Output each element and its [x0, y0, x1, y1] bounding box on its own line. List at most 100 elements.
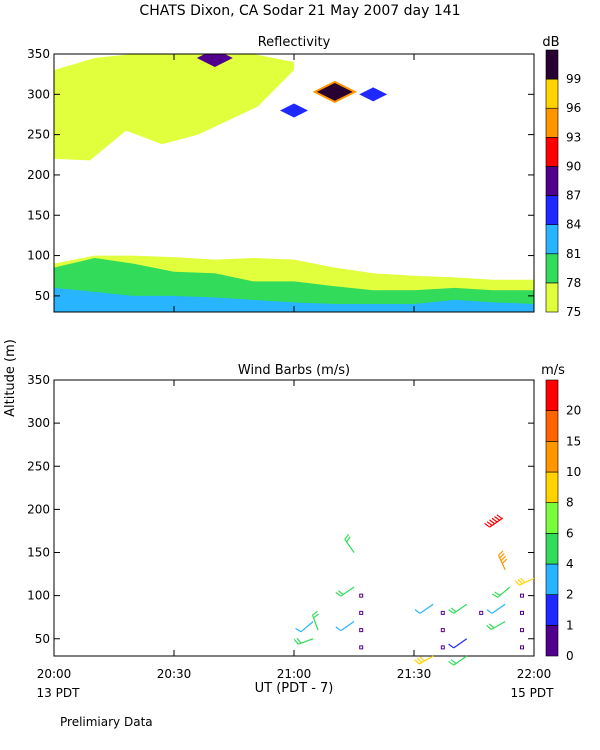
wind-barb-flag [416, 657, 423, 663]
wind-barb [448, 603, 468, 614]
y-axis-label: Altitude (m) [3, 339, 18, 417]
wind-barb-flag [489, 519, 495, 525]
wind-colorbar-swatch [545, 502, 559, 534]
reflectivity-colorbar-tick: 84 [566, 218, 581, 232]
wind-barb-calm [520, 593, 524, 598]
wind-y-tick-label: 250 [27, 459, 50, 473]
reflectivity-colorbar-swatch [545, 282, 559, 313]
reflectivity-layers [54, 54, 534, 312]
wind-barb-shaft [453, 638, 468, 649]
x-start-note: 13 PDT [37, 686, 81, 700]
wind-colorbar-tick: 0 [566, 649, 574, 663]
wind-barb-shaft [491, 603, 506, 614]
reflectivity-colorbar-tick: 78 [566, 276, 581, 290]
reflectivity-core-84-dB [359, 87, 388, 102]
wind-barb-calm [359, 645, 364, 650]
wind-barb-calm [520, 645, 524, 650]
wind-colorbar-swatch [545, 441, 559, 473]
wind-frame [53, 379, 535, 657]
reflectivity-colorbar-tick: 87 [566, 189, 581, 203]
reflectivity-y-tick-label: 150 [27, 208, 50, 222]
wind-barb [335, 621, 355, 632]
footnote: Prelimiary Data [60, 715, 153, 729]
wind-barb-flag [346, 536, 351, 543]
wind-colorbar: 0 1 2 4 6 8 10 15 20 [545, 379, 581, 663]
wind-barb [359, 645, 364, 650]
wind-barb-flag [498, 550, 504, 556]
reflectivity-y-tick-label: 200 [27, 168, 50, 182]
wind-barb-flag [488, 623, 495, 629]
wind-barb-flag [312, 610, 318, 616]
reflectivity-colorbar: 75 78 81 84 87 90 93 96 99 [545, 49, 581, 319]
wind-barb-flag [295, 627, 302, 633]
reflectivity-core-84-dB [280, 103, 308, 118]
wind-colorbar-tick: 15 [566, 434, 581, 448]
wind-barb-calm [520, 628, 524, 633]
wind-barb-flag [448, 643, 455, 649]
wind-barb-flag [293, 638, 299, 645]
wind-barb [486, 620, 506, 631]
wind-barb-flag [520, 577, 526, 584]
wind-barb-flag [499, 553, 505, 559]
reflectivity-heatmap [54, 54, 534, 312]
wind-barb-flag [335, 626, 342, 632]
wind-colorbar-tick: 4 [566, 557, 574, 571]
figure-title: CHATS Dixon, CA Sodar 21 May 2007 day 14… [139, 3, 460, 19]
wind-barbs [293, 514, 535, 666]
x-tick-label: 22:00 [517, 667, 552, 681]
wind-barb-flag [486, 521, 493, 526]
reflectivity-colorbar-swatch [545, 107, 559, 138]
wind-barb [448, 638, 468, 649]
wind-barb [440, 610, 445, 615]
wind-barb [293, 637, 314, 645]
reflectivity-colorbar-swatch [545, 78, 559, 109]
wind-barb [497, 550, 508, 571]
wind-barb [492, 586, 511, 598]
wind-barb-flag [414, 609, 421, 614]
reflectivity-colorbar-swatch [545, 137, 559, 167]
wind-barb [295, 621, 314, 633]
wind-barb-flag [501, 558, 508, 564]
wind-barb-calm [440, 628, 445, 633]
wind-barb-flag [296, 637, 302, 644]
wind-y-tick-label: 300 [27, 416, 50, 430]
wind-y-tick-label: 200 [27, 502, 50, 516]
wind-barb-flag [337, 590, 344, 595]
wind-colorbar-swatch [545, 410, 559, 442]
wind-barb-flag [313, 613, 319, 619]
reflectivity-colorbar-swatch [545, 195, 559, 225]
reflectivity-layer-81-dB [54, 287, 534, 312]
wind-colorbar-tick: 2 [566, 588, 574, 602]
reflectivity-core-99-dB [312, 80, 358, 104]
wind-barb-calm [479, 610, 484, 615]
wind-panel: Wind Barbs (m/s) 50 100 150 200 250 300 350 0 1… [27, 363, 581, 666]
wind-barb-flag [486, 624, 492, 630]
reflectivity-colorbar-swatch [545, 224, 559, 255]
wind-barb [359, 593, 364, 598]
wind-barb [514, 577, 535, 586]
wind-barb [520, 628, 524, 633]
x-tick-label: 21:00 [277, 667, 312, 681]
wind-barb-shaft [340, 621, 355, 632]
wind-colorbar-swatch [545, 563, 559, 595]
reflectivity-colorbar-tick: 81 [566, 247, 581, 261]
wind-barb [486, 603, 506, 614]
wind-colorbar-swatch [545, 471, 559, 503]
x-axis-ticks: 20:00 20:30 21:00 21:30 22:00 [37, 54, 552, 681]
reflectivity-y-tick-label: 250 [27, 128, 50, 142]
wind-barb-calm [440, 645, 445, 650]
reflectivity-colorbar-tick: 96 [566, 101, 581, 115]
wind-colorbar-swatch [545, 625, 559, 657]
wind-barb [414, 655, 434, 665]
wind-y-tick-label: 50 [35, 632, 50, 646]
wind-barb [520, 610, 524, 615]
wind-barb-flag [500, 555, 506, 562]
x-tick-label: 20:30 [157, 667, 192, 681]
wind-barb [335, 586, 355, 597]
wind-barb-flag [448, 609, 455, 614]
reflectivity-colorbar-tick: 93 [566, 130, 581, 144]
wind-barb-flag [448, 660, 455, 666]
wind-barb-calm [359, 610, 364, 615]
wind-barb [344, 533, 355, 553]
